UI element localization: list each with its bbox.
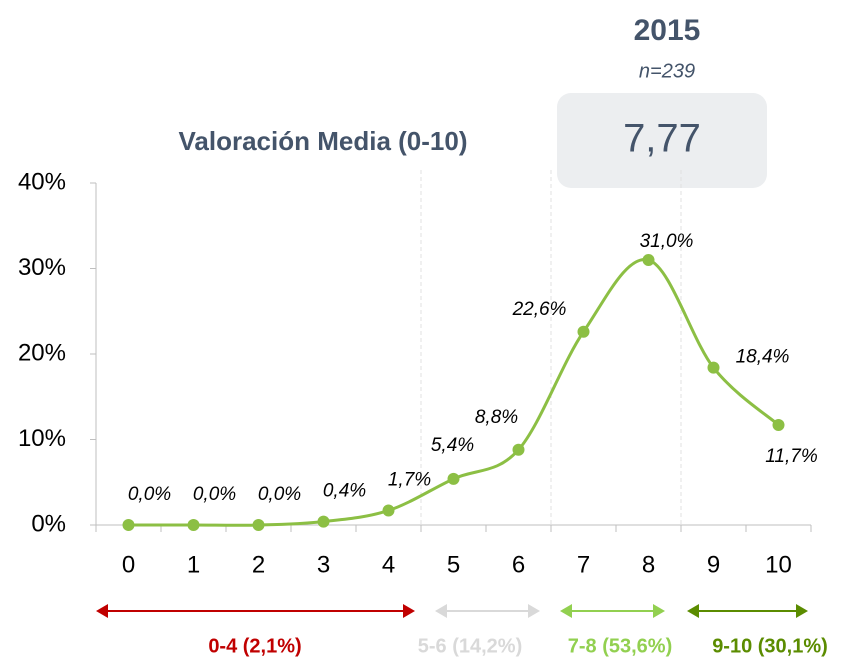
- y-tick-label: 40%: [18, 168, 66, 195]
- value-label: 0,0%: [193, 484, 236, 505]
- value-label: 5,4%: [431, 435, 474, 456]
- x-tick-label: 2: [252, 551, 265, 578]
- point: [447, 472, 460, 485]
- y-tick-label: 10%: [18, 425, 66, 452]
- mean-box: [557, 93, 767, 188]
- point: [707, 361, 720, 374]
- x-tick-label: 8: [642, 551, 655, 578]
- value-label: 0,0%: [128, 484, 171, 505]
- group-label: 0-4 (2,1%): [208, 635, 301, 657]
- x-tick-label: 3: [317, 551, 330, 578]
- chart-title: Valoración Media (0-10): [179, 126, 468, 156]
- year: 2015: [634, 14, 701, 47]
- x-tick-label: 7: [577, 551, 590, 578]
- point: [642, 253, 655, 266]
- value-label: 0,4%: [323, 481, 366, 502]
- x-tick-label: 6: [512, 551, 525, 578]
- value-label: 18,4%: [736, 347, 790, 368]
- group-label: 5-6 (14,2%): [418, 635, 523, 657]
- sample-size: n=239: [639, 60, 695, 82]
- value-label: 0,0%: [258, 484, 301, 505]
- value-label: 8,8%: [475, 407, 518, 428]
- arrow-head: [435, 604, 540, 618]
- point: [772, 418, 785, 431]
- x-tick-label: 10: [765, 551, 792, 578]
- point: [122, 519, 135, 531]
- value-label: 31,0%: [640, 231, 694, 252]
- x-tick-label: 1: [187, 551, 200, 578]
- point: [577, 325, 590, 338]
- group-label: 7-8 (53,6%): [568, 635, 673, 657]
- point: [252, 519, 265, 531]
- point: [187, 519, 200, 531]
- x-tick-label: 0: [122, 551, 135, 578]
- point: [317, 515, 330, 528]
- x-tick-label: 4: [382, 551, 395, 578]
- line: [128, 258, 780, 527]
- x-tick-label: 9: [707, 551, 720, 578]
- value-label: 1,7%: [388, 469, 431, 490]
- value-label: 22,6%: [512, 299, 567, 320]
- point: [382, 504, 395, 517]
- group-label: 9-10 (30,1%): [712, 635, 828, 657]
- y-tick-label: 0%: [31, 510, 66, 537]
- y-tick-label: 20%: [18, 339, 66, 366]
- mean-value: 7,77: [623, 117, 701, 161]
- value-label: 11,7%: [765, 446, 818, 467]
- y-tick-label: 30%: [18, 254, 66, 281]
- x-tick-label: 5: [447, 551, 460, 578]
- arrow-head: [560, 604, 665, 618]
- point: [512, 443, 525, 456]
